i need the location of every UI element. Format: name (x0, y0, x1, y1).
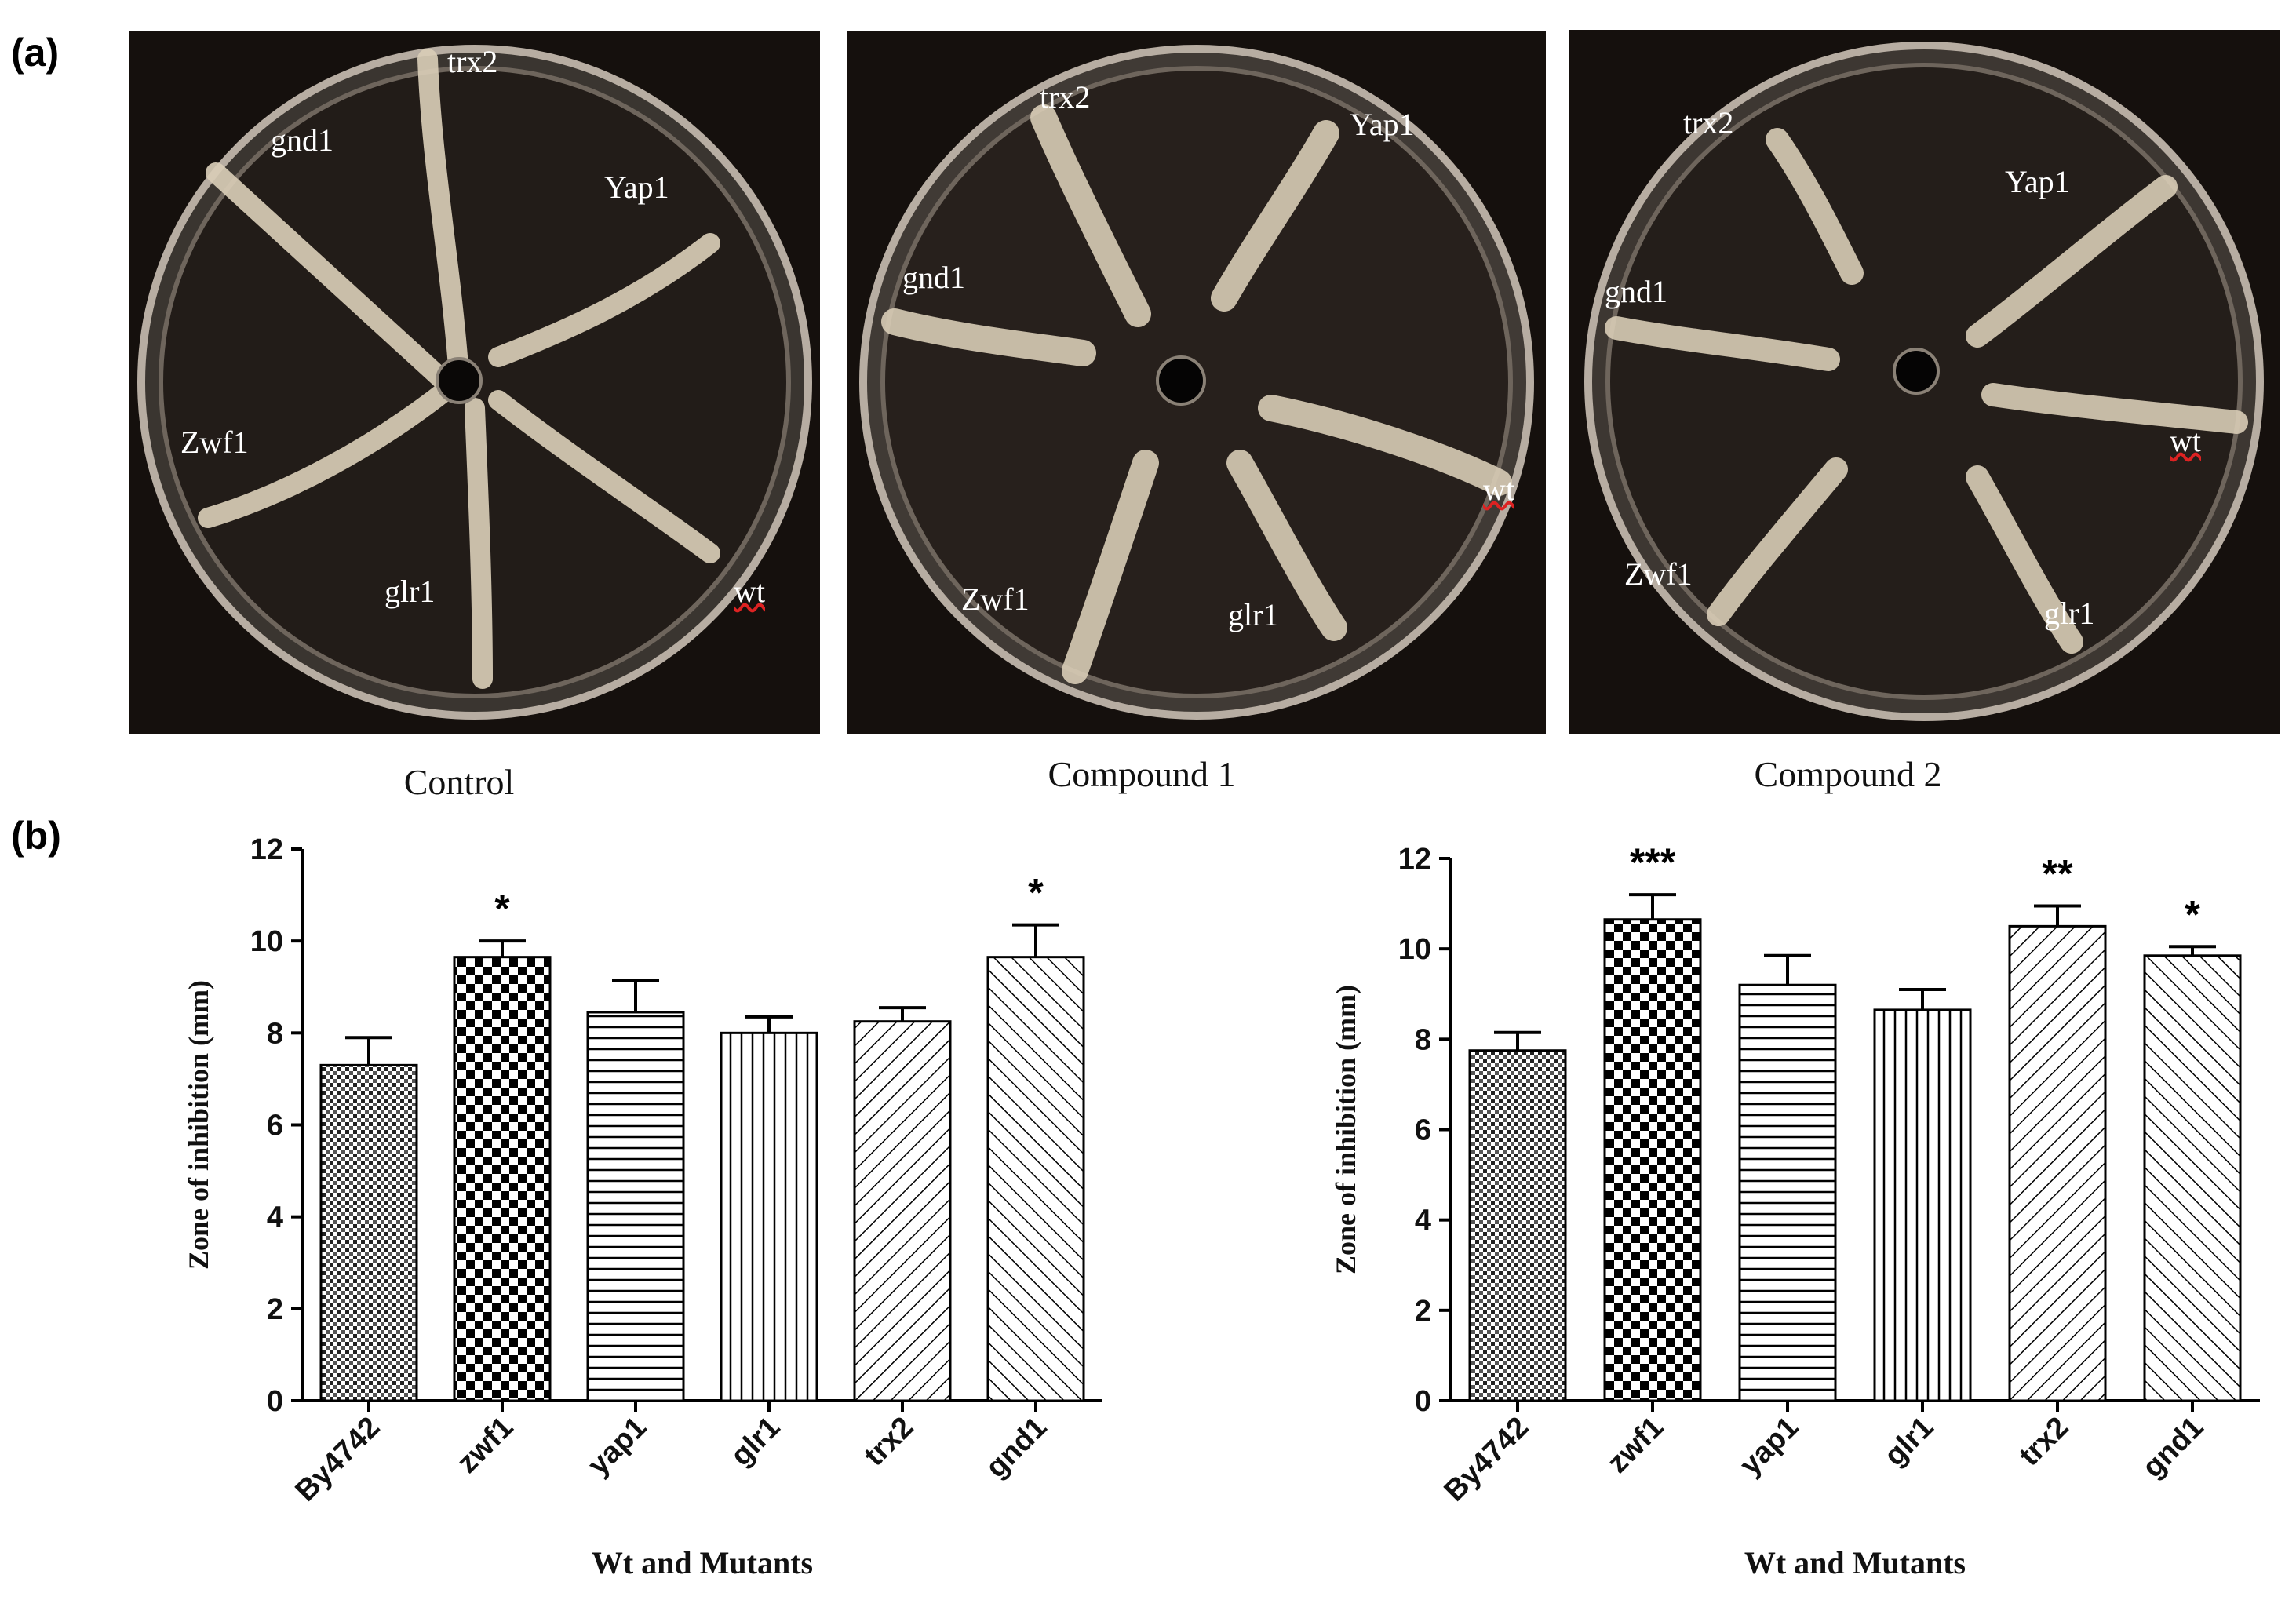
y-tick-label: 0 (267, 1385, 283, 1418)
bar-yap1 (1738, 983, 1837, 1402)
streak (1062, 450, 1159, 684)
streak (198, 382, 454, 528)
y-axis-label: Zone of inhibition (mm) (183, 980, 214, 1270)
streak (881, 308, 1096, 366)
plate-control: trx2 gnd1 Yap1 Zwf1 glr1 wt (129, 31, 820, 734)
significance-zwf1: *** (1630, 840, 1676, 884)
bar-glr1 (720, 1031, 818, 1402)
x-tick-label: glr1 (1878, 1411, 1940, 1473)
streak (465, 398, 493, 689)
strain-label: gnd1 (271, 122, 333, 158)
strain-label: glr1 (1228, 597, 1279, 632)
x-tick-label: trx2 (2013, 1411, 2075, 1473)
x-axis-label: Wt and Mutants (592, 1545, 813, 1580)
bar-trx2 (2008, 924, 2107, 1402)
streak (1966, 465, 2083, 654)
bar-gnd1 (986, 956, 1085, 1402)
y-tick-label: 4 (267, 1201, 283, 1234)
bar-yap1 (586, 1011, 685, 1402)
bar-glr1 (1873, 1008, 1972, 1402)
strain-label: trx2 (1040, 79, 1091, 115)
streak (1030, 104, 1151, 327)
streak (206, 162, 454, 391)
strain-label: glr1 (384, 574, 436, 609)
bar-trx2 (853, 1020, 952, 1402)
plate-compound-2-photo (1584, 42, 2264, 721)
strain-label: Yap1 (1350, 107, 1415, 142)
strain-label: gnd1 (1605, 274, 1667, 309)
significance-zwf1: * (494, 887, 510, 931)
streak (1226, 450, 1347, 641)
bar-gnd1 (2143, 954, 2242, 1402)
x-tick-label: zwf1 (1601, 1411, 1670, 1480)
plate-compound-1: trx2 Yap1 gnd1 wt Zwf1 glr1 (847, 31, 1546, 734)
strain-label: wt (1483, 472, 1514, 507)
strain-label: trx2 (447, 44, 498, 79)
plate-compound-2: trx2 Yap1 gnd1 wt Zwf1 glr1 (1569, 30, 2280, 734)
plate-caption-control: Control (403, 762, 515, 802)
x-tick-label: By4742 (1438, 1411, 1536, 1508)
significance-trx2: ** (2043, 851, 2073, 895)
y-tick-label: 8 (1415, 1023, 1431, 1056)
bar-chart-compound-1: 0 2 4 6 8 10 12 By4742 * zwf1 yap1 glr1 trx2 * gnd1 Zon… (183, 833, 1102, 1580)
x-tick-label: yap1 (581, 1411, 653, 1482)
x-tick-label: trx2 (858, 1411, 920, 1473)
bar-zwf1 (1603, 918, 1702, 1402)
plate-caption-compound-1: Compound 1 (1048, 754, 1236, 794)
streak (1211, 120, 1339, 312)
plate-compound-1-photo (859, 45, 1534, 720)
bar-chart-compound-2: 0 2 4 6 8 10 12 By4742 *** zwf1 yap1 glr1 ** trx2 * gnd… (1330, 840, 2260, 1580)
x-tick-label: yap1 (1733, 1411, 1805, 1482)
strain-label: Zwf1 (961, 581, 1030, 617)
significance-gnd1: * (1028, 871, 1044, 915)
streak (417, 49, 469, 387)
y-tick-label: 8 (267, 1017, 283, 1050)
strain-label: Zwf1 (180, 425, 249, 460)
y-tick-label: 6 (267, 1110, 283, 1143)
strain-label: Yap1 (2005, 164, 2070, 199)
plate-caption-compound-2: Compound 2 (1754, 754, 1942, 794)
streak (1707, 457, 1848, 626)
streak (1766, 128, 1864, 285)
significance-gnd1: * (2185, 892, 2200, 936)
x-tick-label: gnd1 (979, 1411, 1053, 1485)
y-tick-label: 10 (250, 925, 283, 958)
panel-b-label: (b) (11, 814, 61, 858)
streak (488, 390, 720, 563)
x-tick-label: gnd1 (2136, 1411, 2210, 1485)
x-tick-label: By4742 (290, 1411, 387, 1508)
strain-label: Zwf1 (1624, 556, 1693, 592)
bar-zwf1 (453, 956, 552, 1402)
strain-label: Yap1 (604, 169, 669, 205)
y-tick-label: 12 (250, 833, 283, 866)
streak (1966, 175, 2178, 348)
y-tick-label: 6 (1415, 1114, 1431, 1147)
streak (1981, 383, 2248, 434)
x-tick-label: glr1 (724, 1411, 786, 1473)
streak (488, 233, 720, 367)
strain-label: wt (734, 574, 765, 609)
y-tick-label: 12 (1398, 843, 1431, 876)
y-tick-label: 4 (1415, 1205, 1431, 1237)
bar-charts: 0 2 4 6 8 10 12 By4742 * zwf1 yap1 glr1 trx2 * gnd1 Zon… (183, 833, 2260, 1580)
strain-label: glr1 (2044, 596, 2095, 631)
strain-label: gnd1 (902, 260, 965, 295)
bar-By4742 (1468, 1049, 1567, 1402)
bar-By4742 (319, 1063, 418, 1402)
y-tick-label: 0 (1415, 1385, 1431, 1418)
plate-control-photo (137, 45, 812, 720)
strain-label: trx2 (1683, 105, 1734, 140)
y-axis-label: Zone of inhibition (mm) (1330, 985, 1361, 1274)
x-axis-label: Wt and Mutants (1744, 1545, 1966, 1580)
strain-label: wt (2170, 423, 2201, 458)
y-tick-label: 2 (267, 1293, 283, 1326)
streak (1605, 316, 1840, 371)
y-tick-label: 2 (1415, 1295, 1431, 1328)
panel-a-label: (a) (11, 31, 60, 75)
streak (1258, 395, 1512, 496)
x-tick-label: zwf1 (450, 1411, 519, 1480)
y-tick-label: 10 (1398, 933, 1431, 966)
